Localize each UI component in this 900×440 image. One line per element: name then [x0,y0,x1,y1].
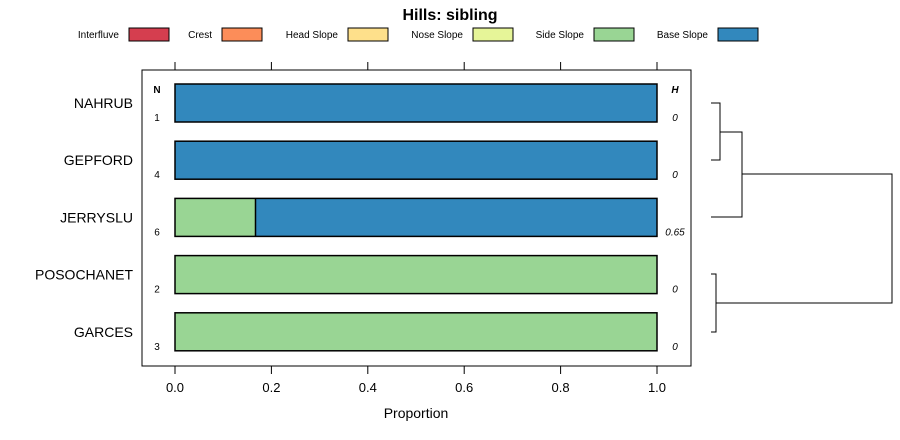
legend-label-crest: Crest [188,30,212,41]
legend-swatch-head-slope [347,27,389,42]
tick-label-0-6: 0.6 [455,380,473,395]
bar-outline-jerryslu [174,197,658,238]
legend-label-head-slope: Head Slope [286,30,339,41]
bar-outline-posochanet [174,254,658,295]
h-value-nahrub: 0 [672,113,678,124]
h-value-jerryslu: 0.65 [665,227,685,238]
bar-segment-gepford-base-slope [175,141,657,180]
h-column: H 0 0 0.65 0 0 [665,85,685,353]
category-label-jerryslu: JERRYSLU [60,209,133,225]
h-value-gepford: 0 [672,170,678,181]
bar-segment-jerryslu-base-slope [255,198,657,237]
tick-label-1-0: 1.0 [648,380,666,395]
legend-label-interfluve: Interfluve [78,30,120,41]
n-column: N 1 4 6 2 3 [153,85,160,353]
legend-label-side-slope: Side Slope [536,30,585,41]
tick-label-0-2: 0.2 [262,380,280,395]
x-axis-ticks: 0.0 0.2 0.4 0.6 0.8 1.0 [166,62,666,395]
tick-label-0-8: 0.8 [552,380,570,395]
tick-label-0-0: 0.0 [166,380,184,395]
legend-label-nose-slope: Nose Slope [411,30,463,41]
bar-segment-jerryslu-side-slope [175,198,256,237]
bar-outline-gepford [174,140,658,180]
x-axis-title: Proportion [384,405,449,421]
category-labels: NAHRUB GEPFORD JERRYSLU POSOCHANET GARCES [35,95,133,340]
bar-segment-garces-side-slope [175,312,657,351]
legend-swatch-interfluve [128,27,170,42]
bar-outline-garces [174,312,658,352]
n-value-posochanet: 2 [154,285,160,296]
tick-label-0-4: 0.4 [359,380,377,395]
chart-title: Hills: sibling [402,7,497,24]
dendrogram [711,102,893,333]
n-value-jerryslu: 6 [154,227,160,238]
dendrogram-link-nahrub-gepford [711,102,721,161]
n-value-gepford: 4 [154,170,160,181]
category-label-nahrub: NAHRUB [74,95,133,111]
bars [174,83,658,352]
plot-frame [141,69,692,367]
h-value-garces: 0 [672,342,678,353]
legend-swatch-crest [221,27,263,42]
legend-swatch-nose-slope [472,27,514,42]
category-label-posochanet: POSOCHANET [35,267,133,283]
dendrogram-link-posochanet-garces [711,273,717,333]
dendrogram-link-root [716,173,893,304]
dendrogram-link-cluster-jerryslu [711,131,743,218]
h-value-posochanet: 0 [672,285,678,296]
bar-segment-posochanet-side-slope [175,255,657,294]
bar-segment-nahrub-base-slope [175,84,657,122]
legend-swatch-side-slope [593,27,635,42]
h-header: H [671,85,679,96]
legend-label-base-slope: Base Slope [657,30,709,41]
n-value-nahrub: 1 [154,113,160,124]
legend-swatch-base-slope [717,27,759,42]
legend: Interfluve Crest Head Slope Nose Slope Side … [78,27,759,42]
n-value-garces: 3 [154,342,160,353]
category-label-garces: GARCES [74,324,133,340]
category-label-gepford: GEPFORD [64,152,133,168]
bar-outline-nahrub [174,83,658,123]
n-header: N [153,85,160,96]
